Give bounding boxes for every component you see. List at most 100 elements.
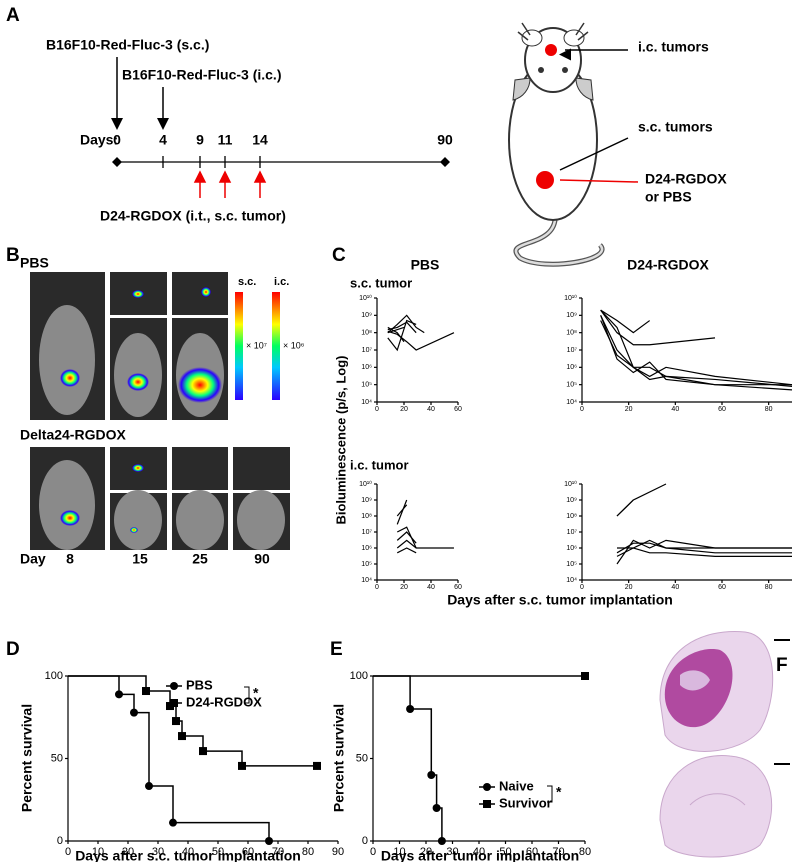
marker (170, 699, 178, 707)
x-tick-label: 10 (393, 846, 405, 858)
day: 8 (66, 551, 74, 567)
data-line (396, 531, 417, 544)
x-tick-label: 20 (625, 406, 633, 413)
marker (265, 837, 273, 845)
panel-a: A B16F10-Red-Fluc-3 (s.c.) B16F10-Red-Fl… (6, 5, 727, 267)
colorbar (272, 292, 280, 400)
y-axis-label: Percent survival (331, 704, 347, 812)
data-line (617, 539, 792, 549)
x-tick-label: 10 (92, 846, 104, 858)
day: 15 (132, 551, 148, 567)
x-tick-label: 0 (375, 406, 379, 413)
marker (238, 761, 246, 770)
column-title: D24-RGDOX (627, 257, 709, 273)
group-label: Delta24-RGDOX (20, 427, 126, 443)
x-tick-label: 80 (579, 846, 591, 858)
data-line (387, 319, 417, 352)
label: i.c. tumors (638, 39, 709, 55)
marker (130, 708, 138, 717)
data-line (616, 547, 792, 557)
day-label: Day (20, 551, 46, 567)
survival-curve (373, 675, 443, 841)
x-tick-label: 40 (427, 406, 435, 413)
marker (145, 782, 153, 791)
marker (406, 705, 415, 713)
data-line (396, 547, 417, 554)
group-label: PBS (20, 255, 49, 271)
data-line (396, 504, 408, 517)
annotation: * (556, 784, 562, 800)
y-tick-label: 10⁴ (566, 577, 577, 584)
panel-label: A (6, 5, 20, 26)
panel-label: F (776, 655, 788, 676)
mouse-illustration (508, 22, 605, 267)
panel-label: B (6, 245, 20, 266)
y-tick-label: 10⁷ (567, 529, 578, 536)
arrow (559, 179, 639, 183)
treatment-arrows (193, 170, 267, 198)
panel-c: C PBS D24-RGDOX s.c. tumor i.c. tumor Bi… (332, 245, 710, 608)
x-tick-label: 60 (526, 846, 538, 858)
y-tick-label: 10⁹ (566, 497, 577, 504)
y-tick-label: 50 (51, 752, 63, 764)
x-tick-label: 0 (580, 584, 584, 591)
y-tick-label: 10⁴ (566, 399, 577, 406)
data-line (387, 326, 405, 334)
y-tick-label: 0 (362, 835, 368, 847)
y-tick-label: 10¹⁰ (564, 294, 577, 302)
y-tick-label: 10⁷ (567, 347, 578, 354)
data-line (616, 542, 792, 554)
timeline (117, 156, 445, 168)
y-tick-label: 10⁹ (566, 312, 577, 319)
panel-label: E (330, 639, 343, 660)
x-tick-label: 40 (182, 846, 194, 858)
y-tick-label: 10⁵ (361, 382, 372, 389)
y-tick-label: 10¹⁰ (359, 294, 372, 302)
data-line (600, 309, 651, 334)
y-tick-label: 0 (57, 835, 63, 847)
label: Days: (80, 132, 118, 148)
legend-label: D24-RGDOX (186, 694, 262, 709)
marker (142, 687, 150, 696)
x-tick-label: 70 (552, 846, 564, 858)
x-tick-label: 20 (420, 846, 432, 858)
data-line (396, 526, 417, 549)
x-axis-label: Days after tumor implantation (381, 848, 579, 862)
marker (483, 800, 491, 808)
data-line (396, 499, 408, 525)
legend-label: Naive (499, 778, 534, 793)
y-tick-label: 10⁶ (361, 364, 372, 371)
scale-unit: × 10⁷ (246, 340, 267, 350)
day: 9 (196, 132, 204, 148)
marker (169, 818, 177, 827)
data-line (600, 315, 793, 386)
data-line (387, 330, 455, 351)
survival-curve (68, 675, 270, 841)
x-tick-label: 20 (625, 584, 633, 591)
marker (427, 771, 436, 779)
day: 25 (192, 551, 208, 567)
data-line (600, 320, 793, 387)
x-tick-label: 80 (765, 584, 773, 591)
x-tick-label: 80 (765, 406, 773, 413)
data-line (600, 315, 792, 386)
y-tick-label: 10⁵ (566, 561, 577, 568)
x-tick-label: 70 (272, 846, 284, 858)
signal (60, 287, 222, 533)
data-line (387, 326, 405, 343)
histology (659, 631, 790, 858)
bracket (547, 785, 553, 803)
day: 14 (252, 132, 268, 148)
scale-label: s.c. (238, 276, 256, 288)
x-tick-label: 60 (454, 406, 462, 413)
y-axis-label: Bioluminescence (p/s, Log) (333, 355, 348, 524)
day: 11 (218, 132, 233, 148)
data-line (387, 314, 425, 334)
arrow (559, 137, 629, 171)
y-tick-label: 10⁷ (362, 529, 373, 536)
y-tick-label: 10⁶ (566, 364, 577, 371)
y-tick-label: 100 (45, 670, 63, 682)
x-tick-label: 30 (446, 846, 458, 858)
label: B16F10-Red-Fluc-3 (i.c.) (122, 67, 281, 83)
